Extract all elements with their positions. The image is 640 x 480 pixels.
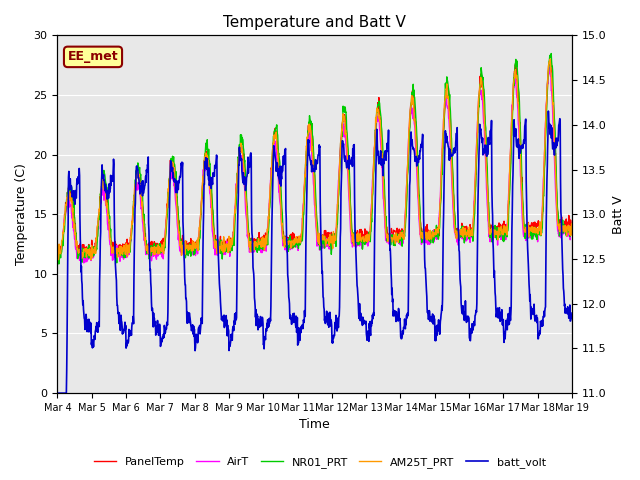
AirT xyxy=(225,242,233,248)
PanelTemp xyxy=(168,159,176,165)
PanelTemp xyxy=(76,254,83,260)
batt_volt xyxy=(156,322,163,328)
Y-axis label: Temperature (C): Temperature (C) xyxy=(15,163,28,265)
PanelTemp xyxy=(156,242,163,248)
batt_volt xyxy=(225,340,233,346)
batt_volt xyxy=(168,168,175,174)
X-axis label: Time: Time xyxy=(300,419,330,432)
Y-axis label: Batt V: Batt V xyxy=(612,195,625,234)
Line: AirT: AirT xyxy=(58,67,572,264)
PanelTemp xyxy=(54,241,61,247)
AM25T_PRT xyxy=(395,234,403,240)
NR01_PRT xyxy=(462,227,470,233)
Title: Temperature and Batt V: Temperature and Batt V xyxy=(223,15,406,30)
AM25T_PRT xyxy=(508,125,515,131)
Line: NR01_PRT: NR01_PRT xyxy=(58,53,572,264)
PanelTemp xyxy=(508,133,515,139)
PanelTemp xyxy=(568,226,576,232)
NR01_PRT xyxy=(395,235,403,240)
batt_volt xyxy=(394,318,402,324)
batt_volt xyxy=(461,298,469,304)
batt_volt xyxy=(507,312,515,317)
Line: batt_volt: batt_volt xyxy=(58,111,572,393)
AM25T_PRT xyxy=(87,257,95,263)
AirT xyxy=(568,230,576,236)
AirT xyxy=(54,261,61,267)
Text: EE_met: EE_met xyxy=(68,50,118,63)
AirT xyxy=(394,239,402,244)
AM25T_PRT xyxy=(226,248,234,254)
AirT xyxy=(156,249,163,255)
AM25T_PRT xyxy=(156,250,163,256)
NR01_PRT xyxy=(568,223,576,229)
NR01_PRT xyxy=(54,243,61,249)
NR01_PRT xyxy=(156,245,163,251)
AM25T_PRT xyxy=(568,226,576,232)
NR01_PRT xyxy=(547,50,555,56)
batt_volt xyxy=(568,310,576,316)
AirT xyxy=(546,64,554,70)
batt_volt xyxy=(54,390,61,396)
AM25T_PRT xyxy=(547,56,554,62)
AirT xyxy=(168,168,175,173)
batt_volt xyxy=(545,108,552,114)
NR01_PRT xyxy=(226,242,234,248)
AM25T_PRT xyxy=(168,164,176,169)
PanelTemp xyxy=(226,240,234,245)
PanelTemp xyxy=(462,225,470,231)
AM25T_PRT xyxy=(54,251,61,256)
AirT xyxy=(461,238,469,244)
NR01_PRT xyxy=(508,146,515,152)
NR01_PRT xyxy=(55,261,63,267)
Line: PanelTemp: PanelTemp xyxy=(58,60,572,257)
AM25T_PRT xyxy=(462,229,470,235)
Line: AM25T_PRT: AM25T_PRT xyxy=(58,59,572,260)
PanelTemp xyxy=(546,58,554,63)
NR01_PRT xyxy=(168,157,176,163)
Legend: PanelTemp, AirT, NR01_PRT, AM25T_PRT, batt_volt: PanelTemp, AirT, NR01_PRT, AM25T_PRT, ba… xyxy=(90,452,550,472)
AirT xyxy=(507,139,515,144)
PanelTemp xyxy=(395,231,403,237)
